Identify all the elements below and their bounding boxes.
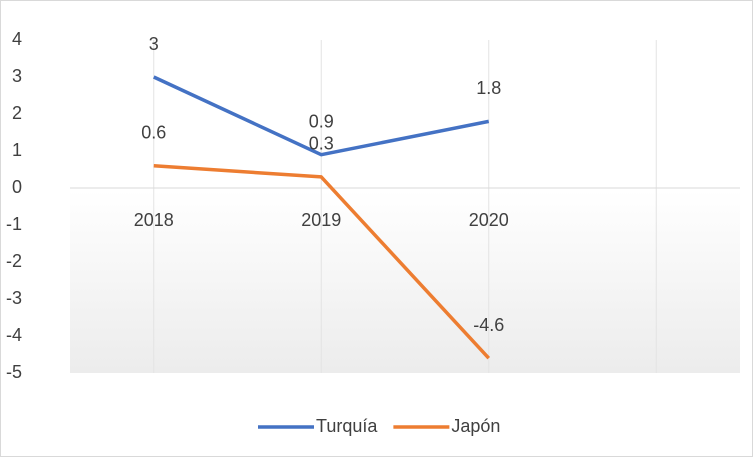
x-tick-label: 2020: [469, 210, 509, 230]
data-label: 0.9: [309, 111, 334, 131]
data-label: 3: [149, 34, 159, 54]
y-tick-label: -5: [6, 362, 22, 382]
y-tick-label: 0: [12, 177, 22, 197]
y-tick-label: -1: [6, 214, 22, 234]
legend-label: Japón: [451, 416, 500, 436]
data-label: -4.6: [473, 315, 504, 335]
data-label: 0.3: [309, 134, 334, 154]
y-tick-label: -2: [6, 251, 22, 271]
x-tick-label: 2018: [134, 210, 174, 230]
y-tick-label: -4: [6, 325, 22, 345]
legend-label: Turquía: [316, 416, 378, 436]
y-tick-label: 3: [12, 66, 22, 86]
y-tick-label: 2: [12, 103, 22, 123]
y-tick-label: 1: [12, 140, 22, 160]
y-tick-label: 4: [12, 29, 22, 49]
y-tick-label: -3: [6, 288, 22, 308]
x-tick-label: 2019: [301, 210, 341, 230]
series-line: [153, 75, 490, 157]
series-line: [153, 164, 491, 360]
data-label: 0.6: [141, 123, 166, 143]
plot-area: [70, 40, 740, 373]
data-label: 1.8: [476, 78, 501, 98]
